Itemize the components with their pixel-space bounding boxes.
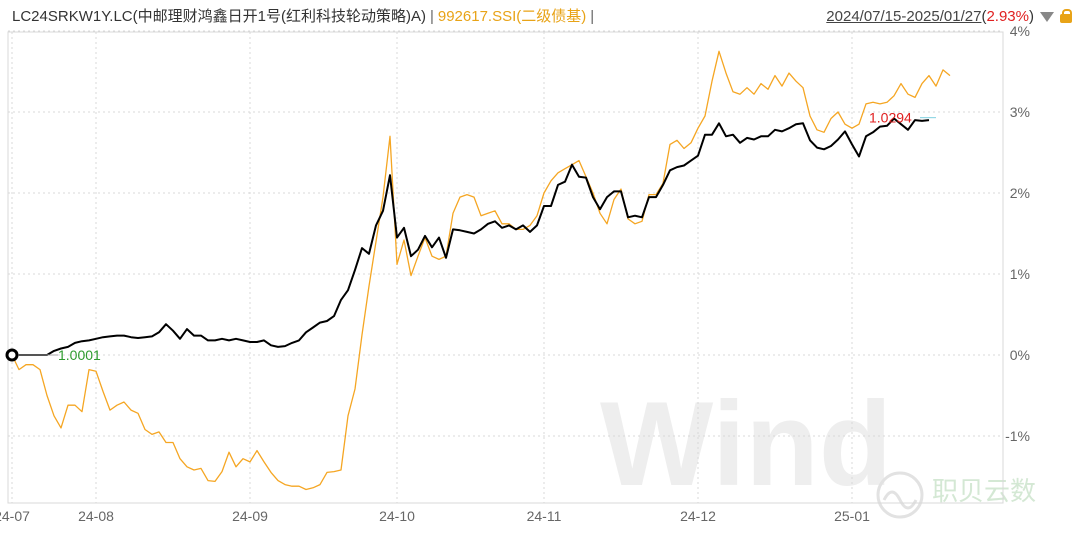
fund-name-label[interactable]: LC24SRKW1Y.LC(中邮理财鸿鑫日开1号(红利科技轮动策略)A) xyxy=(12,8,426,25)
chart-header: LC24SRKW1Y.LC(中邮理财鸿鑫日开1号(红利科技轮动策略)A) | 992… xyxy=(0,0,1080,30)
fund-line xyxy=(12,117,930,356)
period-return-value: 2.93% xyxy=(986,8,1029,25)
return-close-paren: ) xyxy=(1029,8,1034,25)
date-range-link[interactable]: 2024/07/15-2025/01/27 xyxy=(826,8,982,25)
annotations-layer: 1.0001 1.0294 xyxy=(5,110,936,363)
y-tick-label: 1% xyxy=(1010,266,1030,282)
header-separator-2: | xyxy=(590,8,595,25)
header-right: 2024/07/15-2025/01/27(2.93%) xyxy=(826,0,1072,34)
y-tick-label: 3% xyxy=(1010,104,1030,120)
lock-icon[interactable] xyxy=(1060,8,1072,23)
plot-border xyxy=(7,31,1004,504)
end-value-label: 1.0294 xyxy=(869,110,912,126)
x-tick-label: 24-10 xyxy=(379,508,415,524)
brand-logo-icon xyxy=(876,471,924,519)
y-tick-label: -1% xyxy=(1005,428,1030,444)
start-value-label: 1.0001 xyxy=(58,347,101,363)
header-left: LC24SRKW1Y.LC(中邮理财鸿鑫日开1号(红利科技轮动策略)A) | 992… xyxy=(12,0,598,34)
header-separator: | xyxy=(429,8,434,25)
x-tick-label: 24-08 xyxy=(78,508,114,524)
triangle-down-icon[interactable] xyxy=(1040,12,1054,23)
x-tick-label: 24-09 xyxy=(232,508,268,524)
wind-watermark-logo: Wind xyxy=(600,377,892,511)
benchmark-line xyxy=(11,50,951,491)
x-tick-label: 24-12 xyxy=(680,508,716,524)
brand-watermark-text: 职贝云数 xyxy=(932,476,1036,506)
return-open-paren: ( xyxy=(981,8,987,25)
y-tick-label: 0% xyxy=(1010,347,1030,363)
start-point-marker[interactable] xyxy=(5,348,19,362)
y-tick-label: 2% xyxy=(1010,185,1030,201)
y-axis: 4% 3% 2% 1% 0% -1% xyxy=(1005,23,1030,444)
x-tick-label: 24-07 xyxy=(0,508,30,524)
series-layer xyxy=(11,50,951,491)
y-tick-label: 4% xyxy=(1010,23,1030,39)
watermark: Wind 职贝云数 xyxy=(600,377,1036,519)
benchmark-name-label[interactable]: 992617.SSI(二级债基) xyxy=(437,8,587,25)
plot-frame xyxy=(7,31,1004,504)
x-axis: 24-07 24-08 24-09 24-10 24-11 24-12 25-01 xyxy=(0,508,870,524)
grid xyxy=(8,30,1003,503)
x-tick-label: 25-01 xyxy=(834,508,870,524)
x-tick-label: 24-11 xyxy=(527,508,562,524)
